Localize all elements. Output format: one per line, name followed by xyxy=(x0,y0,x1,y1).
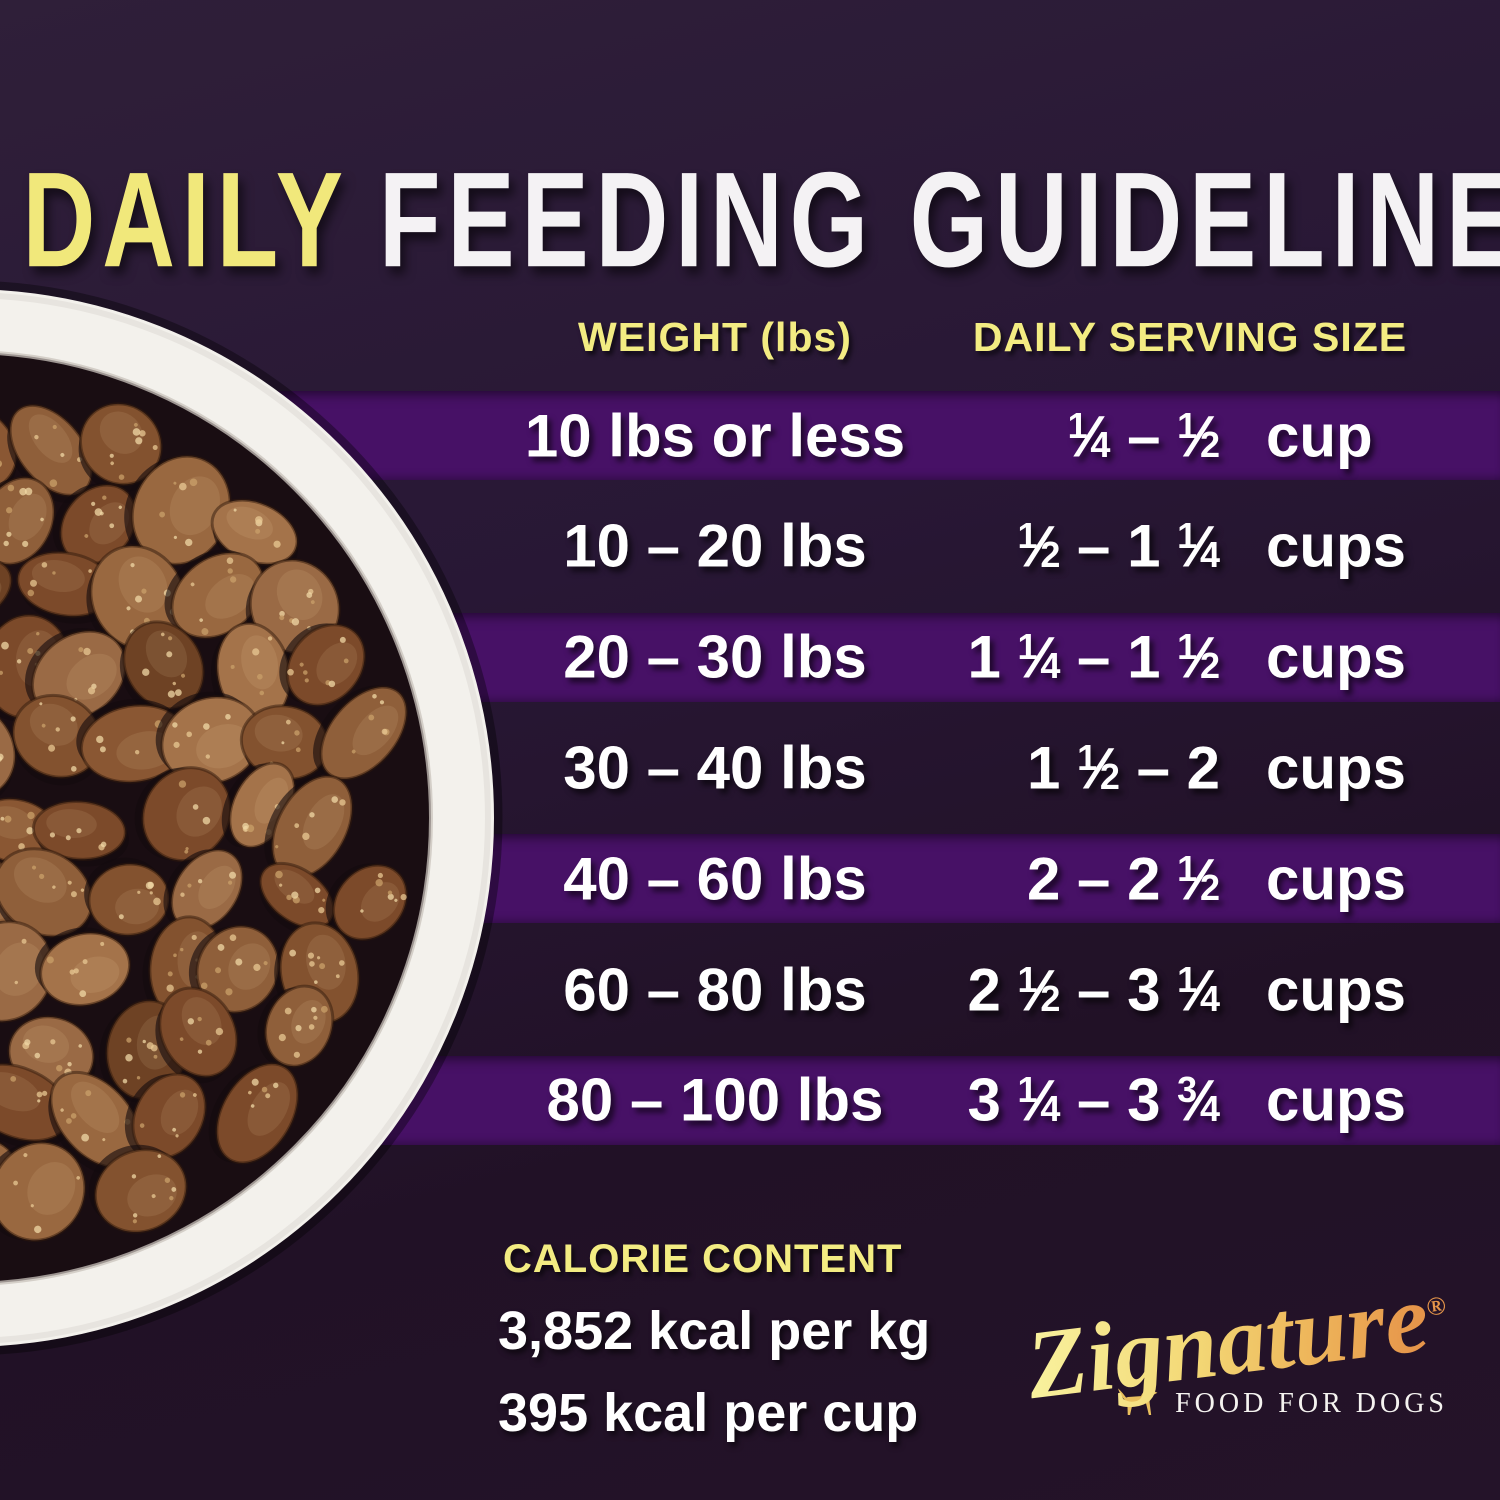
table-row: 20 – 30 lbs 1 1⁄4 – 1 1⁄2 cups xyxy=(0,602,1500,713)
serving-cell: 1 1⁄2 – 2 cups xyxy=(950,733,1430,802)
serving-range: 1 1⁄2 – 2 xyxy=(1027,734,1220,802)
weight-cell: 10 lbs or less xyxy=(524,402,906,469)
serving-cell: 1⁄4 – 1⁄2 cup xyxy=(950,401,1430,470)
page-title: DAILY FEEDING GUIDELINES xyxy=(22,144,1500,299)
weight-cell: 20 – 30 lbs xyxy=(563,623,867,691)
serving-cell: 2 1⁄2 – 3 1⁄4 cups xyxy=(950,955,1430,1024)
brand-tagline: FOOD FOR DOGS xyxy=(1175,1388,1448,1419)
registered-mark: ® xyxy=(1424,1290,1448,1322)
serving-range: 2 – 2 1⁄2 xyxy=(1027,845,1220,913)
serving-unit: cup xyxy=(1266,402,1373,469)
serving-unit: cups xyxy=(1266,956,1407,1023)
serving-unit: cups xyxy=(1266,734,1407,802)
serving-range: 1 1⁄4 – 1 1⁄2 xyxy=(967,623,1220,691)
serving-range: 1⁄2 – 1 1⁄4 xyxy=(1017,512,1220,580)
calorie-heading: CALORIE CONTENT xyxy=(503,1237,903,1281)
serving-range: 2 1⁄2 – 3 1⁄4 xyxy=(967,956,1220,1023)
serving-cell: 1⁄2 – 1 1⁄4 cups xyxy=(950,512,1430,581)
table-row: 10 lbs or less 1⁄4 – 1⁄2 cup xyxy=(0,380,1500,491)
serving-unit: cups xyxy=(1266,1066,1407,1134)
serving-cell: 1 1⁄4 – 1 1⁄2 cups xyxy=(950,623,1430,692)
serving-range: 3 1⁄4 – 3 3⁄4 xyxy=(967,1066,1220,1134)
table-row: 40 – 60 lbs 2 – 2 1⁄2 cups xyxy=(0,823,1500,934)
weight-cell: 40 – 60 lbs xyxy=(563,845,867,913)
calorie-per-cup: 395 kcal per cup xyxy=(498,1383,919,1443)
serving-cell: 2 – 2 1⁄2 cups xyxy=(950,844,1430,913)
title-rest: FEEDING GUIDELINES xyxy=(378,144,1500,296)
weight-cell: 30 – 40 lbs xyxy=(563,734,867,802)
weight-cell: 10 – 20 lbs xyxy=(563,512,867,580)
brand-logo: Zignature® FOOD FOR DOGS xyxy=(988,1262,1448,1420)
table-row: 80 – 100 lbs 3 1⁄4 – 3 3⁄4 cups xyxy=(0,1045,1500,1156)
column-header-weight: WEIGHT (lbs) xyxy=(578,314,852,360)
brand-tagline-row: FOOD FOR DOGS xyxy=(988,1384,1448,1420)
weight-cell: 60 – 80 lbs xyxy=(563,956,867,1023)
serving-cell: 3 1⁄4 – 3 3⁄4 cups xyxy=(950,1066,1430,1135)
title-highlight: DAILY xyxy=(22,144,350,296)
calorie-per-kg: 3,852 kcal per kg xyxy=(498,1301,931,1361)
table-row: 30 – 40 lbs 1 1⁄2 – 2 cups xyxy=(0,712,1500,823)
column-header-serving: DAILY SERVING SIZE xyxy=(972,314,1408,360)
serving-unit: cups xyxy=(1266,512,1407,580)
weight-cell: 80 – 100 lbs xyxy=(546,1066,884,1134)
serving-unit: cups xyxy=(1266,623,1407,691)
table-row: 60 – 80 lbs 2 1⁄2 – 3 1⁄4 cups xyxy=(0,934,1500,1045)
serving-unit: cups xyxy=(1266,845,1407,913)
serving-range: 1⁄4 – 1⁄2 xyxy=(1067,402,1220,469)
table-row: 10 – 20 lbs 1⁄2 – 1 1⁄4 cups xyxy=(0,491,1500,602)
dog-silhouette-icon xyxy=(1118,1388,1158,1415)
